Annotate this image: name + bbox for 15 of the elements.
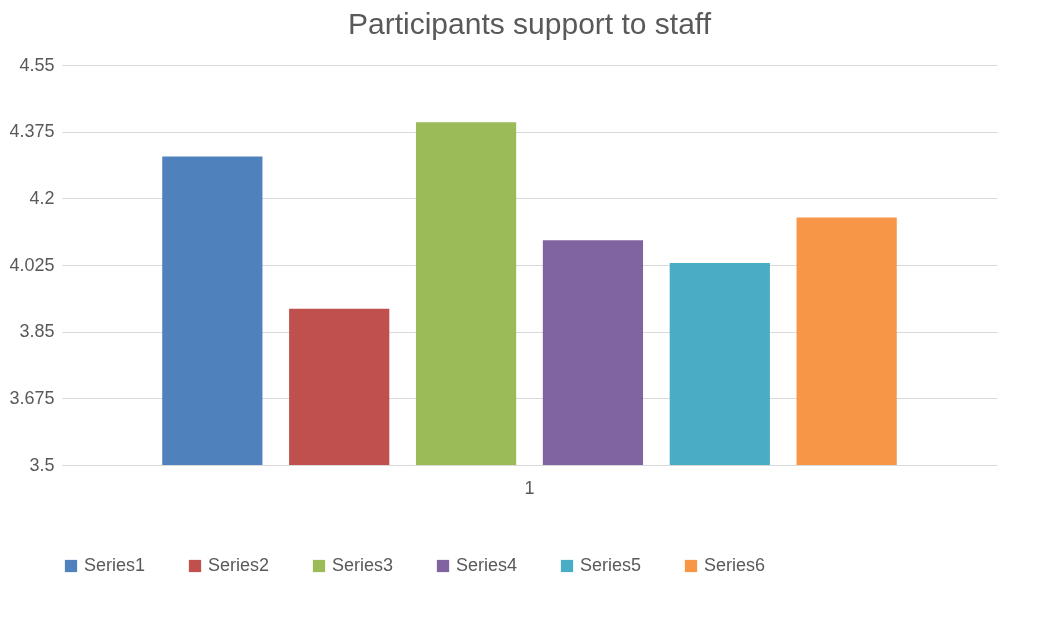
y-tick-label: 3.675 (9, 387, 55, 408)
y-tick-label: 4.55 (19, 54, 55, 75)
legend-label: Series3 (332, 555, 394, 575)
y-tick-label: 3.85 (19, 321, 55, 342)
y-tick-label: 3.5 (29, 454, 55, 475)
legend-label: Series6 (704, 555, 766, 575)
legend-label: Series4 (456, 555, 518, 575)
legend-label: Series5 (580, 555, 642, 575)
chart-title: Participants support to staff (348, 7, 712, 40)
legend-label: Series2 (208, 555, 270, 575)
y-tick-label: 4.2 (29, 187, 55, 208)
x-tick-label: 1 (524, 477, 535, 498)
legend-label: Series1 (84, 555, 146, 575)
y-tick-label: 4.375 (9, 121, 55, 142)
y-tick-label: 4.025 (9, 254, 55, 275)
